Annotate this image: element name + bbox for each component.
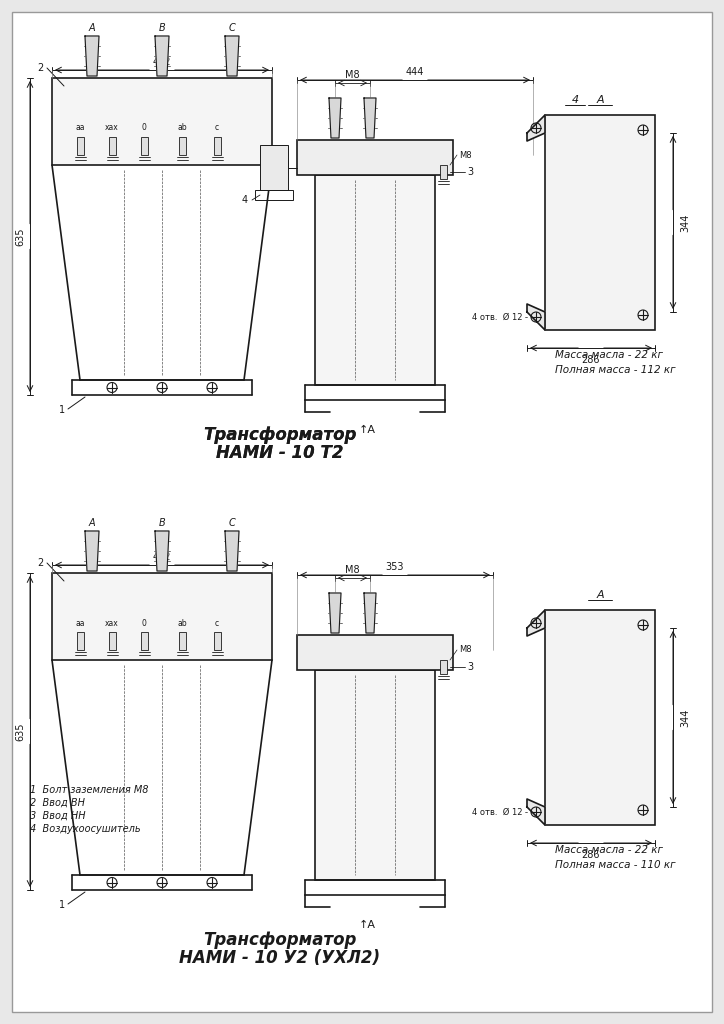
Text: M8: M8 (345, 565, 360, 575)
Text: 635: 635 (15, 722, 25, 740)
Text: C: C (229, 518, 235, 528)
Text: Масса масла - 22 кг: Масса масла - 22 кг (555, 845, 663, 855)
Text: 1  Болт заземления М8: 1 Болт заземления М8 (30, 785, 148, 795)
Bar (545, 610, 655, 825)
Bar (297, 635, 453, 670)
Text: M8: M8 (345, 70, 360, 80)
Bar (52, 573, 272, 660)
Polygon shape (364, 98, 376, 138)
Bar (77, 632, 83, 650)
Bar (260, 145, 288, 190)
Bar (77, 137, 83, 155)
Text: 4 отв.  Ø 12: 4 отв. Ø 12 (471, 808, 522, 816)
Text: Трансформатор: Трансформатор (203, 426, 357, 444)
Bar (545, 115, 655, 330)
Text: НАМИ - 10 Т2: НАМИ - 10 Т2 (216, 444, 344, 462)
Text: A: A (596, 590, 604, 600)
Polygon shape (155, 531, 169, 571)
Polygon shape (85, 36, 99, 76)
Text: 635: 635 (15, 227, 25, 246)
Bar (439, 165, 447, 179)
Text: НАМИ - 10 У2 (УХЛ2): НАМИ - 10 У2 (УХЛ2) (180, 949, 381, 967)
Text: B: B (159, 23, 165, 33)
Bar (52, 78, 272, 165)
Text: aа: aа (75, 124, 85, 132)
Polygon shape (527, 304, 545, 330)
Polygon shape (155, 36, 169, 76)
Text: Полная масса - 112 кг: Полная масса - 112 кг (555, 365, 675, 375)
Polygon shape (527, 610, 545, 636)
Text: Трансформатор: Трансформатор (203, 426, 357, 444)
Text: aа: aа (75, 618, 85, 628)
Text: 2: 2 (38, 63, 44, 73)
Text: A: A (596, 95, 604, 105)
Text: ab: ab (177, 618, 187, 628)
Text: 0: 0 (142, 124, 146, 132)
Text: 344: 344 (680, 213, 690, 231)
Text: 482: 482 (153, 552, 172, 562)
Text: 3: 3 (467, 167, 473, 177)
Bar (109, 137, 116, 155)
Text: A: A (88, 518, 96, 528)
Polygon shape (364, 593, 376, 633)
Text: 4: 4 (571, 95, 578, 105)
Polygon shape (527, 799, 545, 825)
Polygon shape (225, 36, 239, 76)
Polygon shape (329, 593, 341, 633)
Text: B: B (159, 518, 165, 528)
Bar (439, 660, 447, 674)
Text: ↑A: ↑A (358, 425, 376, 435)
Bar (179, 632, 185, 650)
FancyBboxPatch shape (12, 12, 712, 1012)
Bar (315, 670, 435, 880)
Text: M8: M8 (459, 151, 471, 160)
Polygon shape (225, 531, 239, 571)
Bar (315, 175, 435, 385)
Text: 4: 4 (242, 195, 248, 205)
Polygon shape (85, 531, 99, 571)
Polygon shape (329, 98, 341, 138)
Bar (255, 190, 293, 200)
Text: 3: 3 (467, 662, 473, 672)
Text: НАМИ - 10 Т2: НАМИ - 10 Т2 (216, 444, 344, 462)
Text: 444: 444 (406, 67, 424, 77)
Bar (214, 137, 221, 155)
Text: C: C (229, 23, 235, 33)
Bar (109, 632, 116, 650)
Text: ab: ab (177, 124, 187, 132)
Text: Полная масса - 110 кг: Полная масса - 110 кг (555, 860, 675, 870)
Bar (140, 632, 148, 650)
Text: хаx: хаx (105, 618, 119, 628)
Text: 353: 353 (386, 562, 404, 572)
Text: хаx: хаx (105, 124, 119, 132)
Text: 344: 344 (680, 709, 690, 727)
Text: A: A (88, 23, 96, 33)
Bar (179, 137, 185, 155)
Bar (297, 140, 453, 175)
Text: M8: M8 (459, 645, 471, 654)
Text: 3  Ввод НН: 3 Ввод НН (30, 811, 85, 821)
Text: 4 отв.  Ø 12: 4 отв. Ø 12 (471, 312, 522, 322)
Text: 286: 286 (582, 355, 600, 365)
Text: c: c (215, 618, 219, 628)
Bar (140, 137, 148, 155)
Polygon shape (527, 115, 545, 141)
Bar (214, 632, 221, 650)
Text: Трансформатор: Трансформатор (203, 931, 357, 949)
Text: 482: 482 (153, 57, 172, 67)
Text: 0: 0 (142, 618, 146, 628)
Text: 1: 1 (59, 406, 65, 415)
Text: Масса масла - 22 кг: Масса масла - 22 кг (555, 350, 663, 360)
Text: 1: 1 (59, 900, 65, 910)
Text: 4  Воздухоосушитель: 4 Воздухоосушитель (30, 824, 140, 834)
Text: c: c (215, 124, 219, 132)
Text: 286: 286 (582, 850, 600, 860)
Text: ↑A: ↑A (358, 920, 376, 930)
Text: 2: 2 (38, 558, 44, 568)
Text: 2  Ввод ВН: 2 Ввод ВН (30, 798, 85, 808)
